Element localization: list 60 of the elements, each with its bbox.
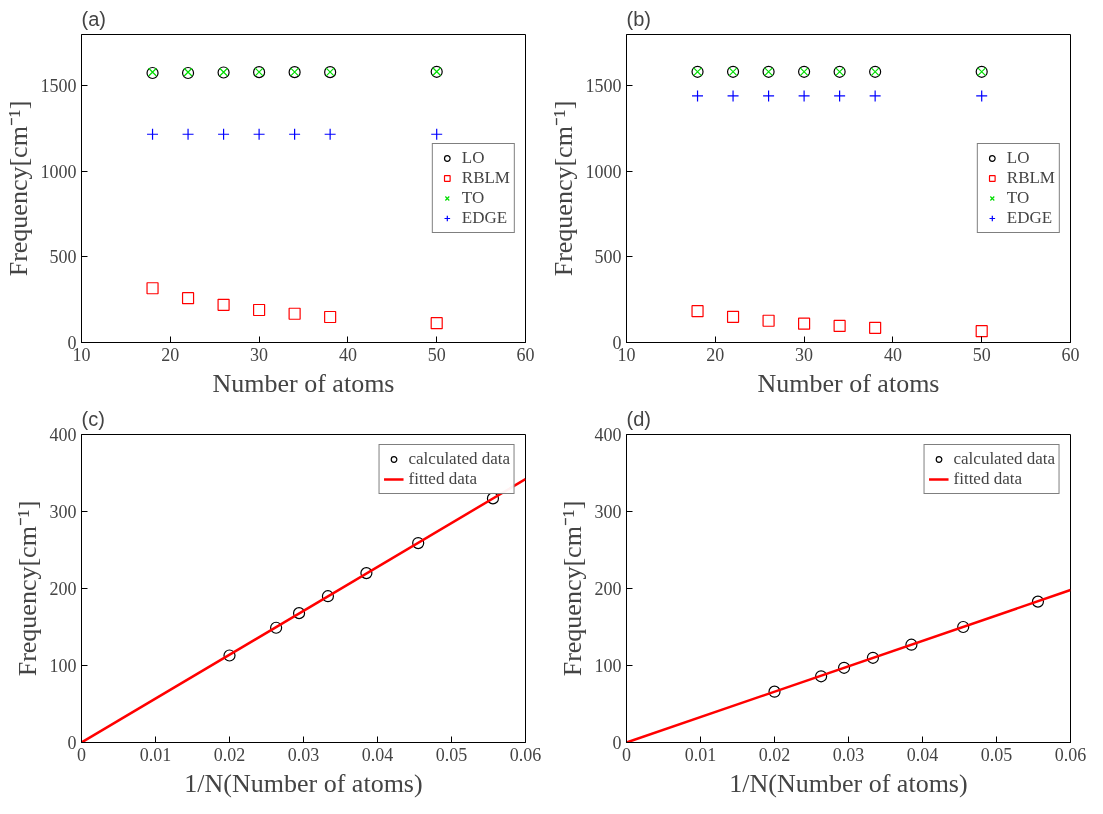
x-tick-label: 50 bbox=[972, 344, 991, 365]
x-tick-label: 0.05 bbox=[980, 744, 1013, 765]
y-tick-label: 500 bbox=[49, 247, 77, 268]
x-tick-label: 0.06 bbox=[509, 744, 542, 765]
y-tick-label: 300 bbox=[594, 502, 622, 522]
y-tick-label: 1000 bbox=[585, 161, 622, 182]
x-tick-label: 0.02 bbox=[758, 744, 791, 765]
legend-label: EDGE bbox=[461, 208, 508, 228]
legend-label: RBLM bbox=[1006, 168, 1055, 188]
y-tick-label: 400 bbox=[49, 425, 77, 445]
y-axis-title: Frequency[cm⁻¹] bbox=[12, 500, 42, 677]
y-tick-label: 1500 bbox=[585, 76, 622, 97]
legend-label: LO bbox=[1006, 148, 1030, 168]
x-tick-label: 0.02 bbox=[213, 744, 246, 765]
chart-title: (a) bbox=[81, 7, 106, 30]
chart-title: (c) bbox=[81, 407, 105, 430]
y-axis-title: Frequency[cm⁻¹] bbox=[3, 100, 33, 277]
y-axis-title: Frequency[cm⁻¹] bbox=[557, 500, 587, 677]
y-tick-label: 100 bbox=[594, 656, 622, 676]
y-tick-label: 200 bbox=[594, 579, 622, 599]
x-tick-label: 20 bbox=[706, 344, 725, 365]
y-tick-label: 1000 bbox=[40, 161, 77, 182]
legend-label: fitted data bbox=[408, 469, 477, 489]
legend-label: calculated data bbox=[953, 449, 1055, 469]
x-axis-title: Number of atoms bbox=[757, 368, 940, 398]
y-tick-label: 1500 bbox=[40, 76, 77, 97]
x-axis-title: Number of atoms bbox=[212, 368, 395, 398]
x-tick-label: 0.01 bbox=[684, 744, 717, 765]
legend-label: LO bbox=[461, 148, 485, 168]
y-tick-label: 200 bbox=[49, 579, 77, 599]
legend-label: fitted data bbox=[953, 469, 1022, 489]
x-tick-label: 0.04 bbox=[361, 744, 394, 765]
x-tick-label: 0.05 bbox=[435, 744, 468, 765]
x-tick-label: 0.06 bbox=[1054, 744, 1087, 765]
x-tick-label: 60 bbox=[516, 344, 535, 365]
x-tick-label: 0.03 bbox=[832, 744, 865, 765]
y-tick-label: 500 bbox=[594, 247, 622, 268]
x-tick-label: 30 bbox=[795, 344, 814, 365]
x-tick-label: 30 bbox=[250, 344, 269, 365]
x-tick-label: 0.01 bbox=[139, 744, 172, 765]
x-tick-label: 20 bbox=[161, 344, 180, 365]
x-tick-label: 0.04 bbox=[906, 744, 939, 765]
legend-label: EDGE bbox=[1006, 208, 1053, 228]
y-tick-label: 100 bbox=[49, 656, 77, 676]
x-tick-label: 40 bbox=[338, 344, 357, 365]
legend-label: TO bbox=[461, 188, 485, 208]
legend-label: TO bbox=[1006, 188, 1030, 208]
x-tick-label: 60 bbox=[1061, 344, 1080, 365]
y-tick-label: 400 bbox=[594, 425, 622, 445]
x-tick-label: 0.03 bbox=[287, 744, 320, 765]
x-axis-title: 1/N(Number of atoms) bbox=[729, 768, 968, 798]
x-tick-label: 40 bbox=[883, 344, 902, 365]
legend-label: calculated data bbox=[408, 449, 510, 469]
x-tick-label: 50 bbox=[427, 344, 446, 365]
y-axis-title: Frequency[cm⁻¹] bbox=[548, 100, 578, 277]
chart-title: (d) bbox=[626, 407, 651, 430]
legend-label: RBLM bbox=[461, 168, 510, 188]
y-tick-label: 300 bbox=[49, 502, 77, 522]
chart-title: (b) bbox=[626, 7, 651, 30]
x-axis-title: 1/N(Number of atoms) bbox=[184, 768, 423, 798]
